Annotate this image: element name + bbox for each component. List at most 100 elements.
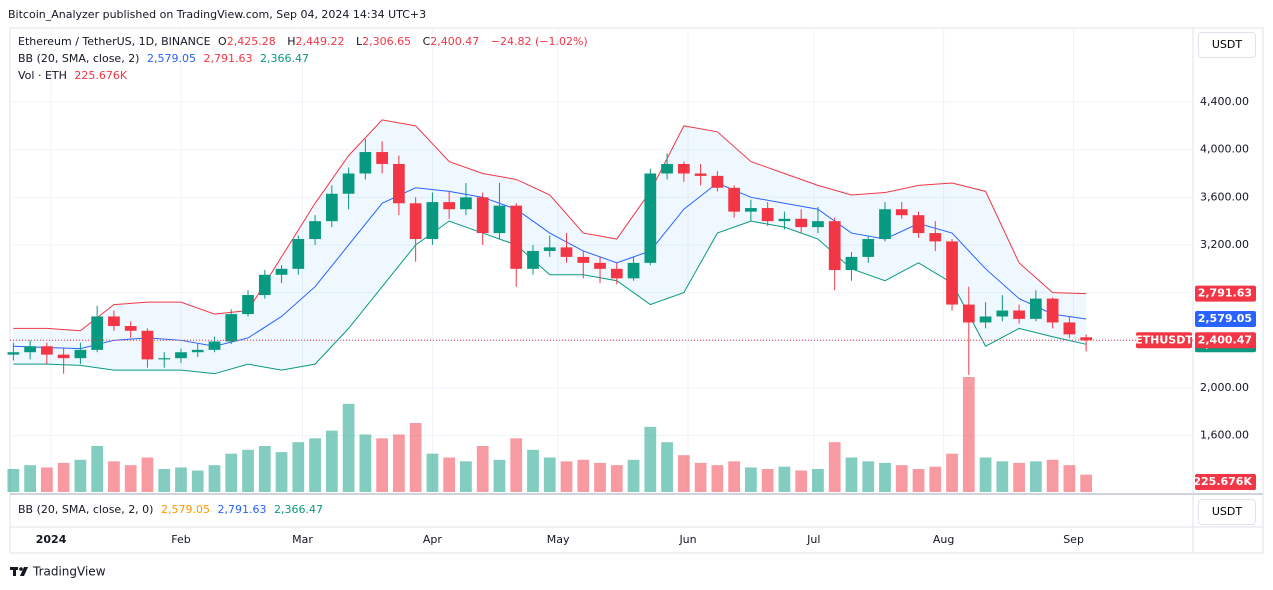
candle-body <box>108 316 120 327</box>
candle-body <box>661 163 673 174</box>
ohlc: O2,425.28 <box>218 35 280 48</box>
candle-body <box>242 295 254 315</box>
brand-name: TradingView <box>32 565 106 579</box>
candle-body <box>527 250 539 269</box>
candle-body <box>812 221 824 228</box>
volume-bar <box>208 465 221 492</box>
x-tick-label: Jun <box>678 533 696 546</box>
volume-bar <box>359 434 372 492</box>
candle-body <box>929 233 942 242</box>
currency-button[interactable]: USDT <box>1198 499 1256 525</box>
volume-bar <box>1029 461 1042 492</box>
volume-bar <box>962 377 975 492</box>
volume-bar <box>979 457 992 492</box>
volume-bar <box>7 469 20 492</box>
volume-bar <box>996 461 1009 492</box>
volume-bar <box>275 452 288 492</box>
currency-button[interactable]: USDT <box>1198 32 1256 58</box>
last-price-tag-bg <box>1195 332 1256 349</box>
volume-bar <box>493 459 506 492</box>
candle-body <box>175 352 187 359</box>
candle-body <box>1046 298 1059 323</box>
volume-bar <box>1046 459 1059 492</box>
symbol-tag: ETHUSDT <box>1135 333 1193 346</box>
band-price-tag: 2,791.63 <box>1198 287 1252 300</box>
symbol-tag-bg <box>1136 332 1192 349</box>
ohlc-value: 2,306.65 <box>362 35 412 48</box>
volume-bar <box>795 470 808 492</box>
vol-label: Vol · ETH <box>18 69 67 82</box>
vol-value: 225.676K <box>74 69 128 82</box>
band-price-tag: 2,579.05 <box>1198 312 1252 325</box>
band-price-tag-bg <box>1195 285 1256 302</box>
volume-bar <box>895 465 908 492</box>
volume-bar <box>946 453 958 492</box>
volume-bar <box>175 467 187 492</box>
candle-body <box>158 358 171 360</box>
ohlc: C2,400.47 <box>423 35 484 48</box>
candle-body <box>1063 322 1076 335</box>
x-tick-label: Aug <box>933 533 954 546</box>
volume-bar <box>141 457 154 492</box>
candle-body <box>74 349 87 359</box>
volume-bar <box>778 466 791 492</box>
candle-body <box>292 239 305 269</box>
candle-body <box>443 202 456 210</box>
candle-body <box>510 205 523 269</box>
volume-bar <box>91 446 104 492</box>
volume-bar <box>761 469 774 492</box>
volume-bar <box>610 465 623 492</box>
volume-bar <box>560 461 573 492</box>
volume-bar <box>158 469 171 492</box>
volume-bar <box>661 442 673 492</box>
band-price-tag-bg <box>1195 310 1256 327</box>
candle-body <box>577 256 590 263</box>
volume-bar <box>74 459 87 492</box>
candle-body <box>778 218 791 222</box>
volume-bar <box>1013 462 1025 492</box>
candle-body <box>460 197 472 210</box>
candle-body <box>57 354 70 359</box>
brand-logo: TradingView <box>10 565 106 579</box>
candle-body <box>795 218 808 228</box>
volume-bar <box>393 434 405 492</box>
volume-bar <box>376 438 388 492</box>
volume-bar <box>1080 474 1093 492</box>
volume-bar <box>309 438 321 492</box>
volume-bar <box>325 430 338 492</box>
volume-tag-bg <box>1195 474 1256 490</box>
ohlc-key: C <box>422 35 431 48</box>
volume-bar <box>711 465 724 492</box>
volume-bar <box>577 459 590 492</box>
band-middle <box>13 182 1087 350</box>
volume-bar <box>812 469 824 492</box>
candle-body <box>24 346 36 353</box>
y-tick-label: 2,000.00 <box>1200 381 1249 394</box>
legend-line: Ethereum / TetherUS, 1D, BINANCE O2,425.… <box>18 35 592 48</box>
y-tick-label: 1,600.00 <box>1200 429 1249 442</box>
logo-part <box>13 567 16 576</box>
volume-bar <box>1063 465 1076 492</box>
x-tick-label: Mar <box>292 533 313 546</box>
volume-bar <box>342 403 355 492</box>
x-tick-label: Apr <box>423 533 443 546</box>
volume-bar <box>745 467 757 492</box>
volume-bar <box>627 459 640 492</box>
volume <box>7 377 1093 492</box>
frame <box>9 27 1264 554</box>
indicator-value: 2,366.47 <box>273 503 323 516</box>
bb-value: 2,366.47 <box>259 52 309 65</box>
candle-body <box>962 304 975 323</box>
volume-bar <box>409 423 422 492</box>
ohlc: L2,306.65 <box>356 35 415 48</box>
legend-line: Vol · ETH 225.676K <box>18 69 131 82</box>
candle-body <box>141 330 154 360</box>
candle-body <box>745 208 757 212</box>
candle-body <box>225 314 238 342</box>
candle-body <box>627 262 640 279</box>
grid <box>10 28 1193 492</box>
volume-bar <box>694 462 707 492</box>
volume-bar <box>124 465 137 492</box>
